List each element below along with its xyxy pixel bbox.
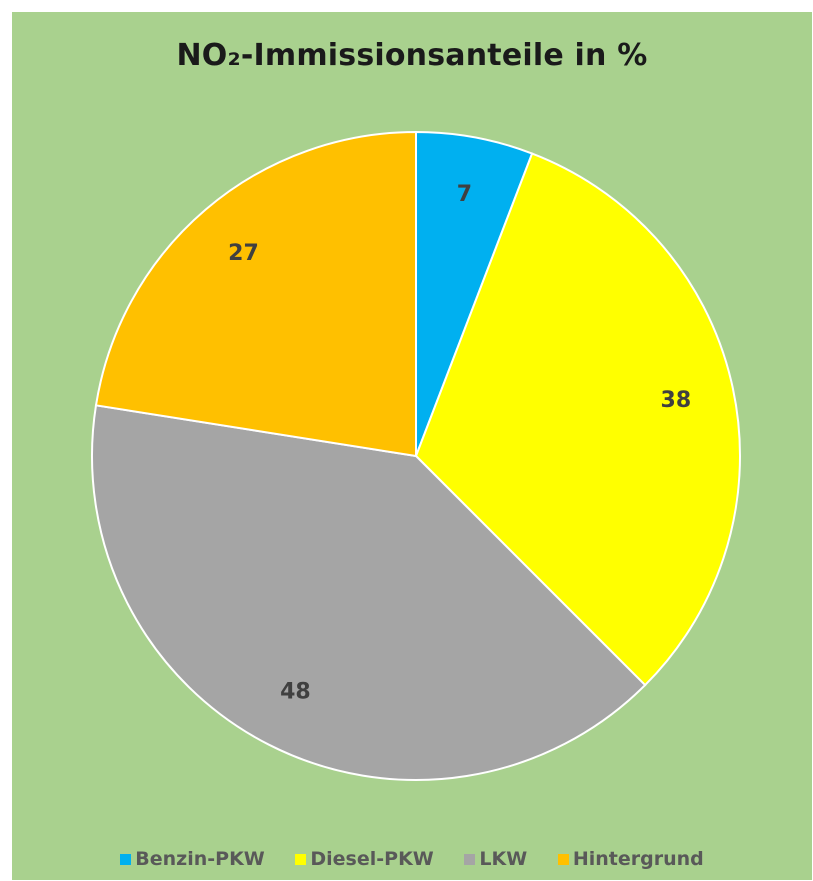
data-label-hintergrund: 27	[228, 241, 259, 266]
legend-swatch-diesel-pkw	[295, 854, 307, 865]
data-label-diesel-pkw: 38	[661, 388, 692, 413]
legend-swatch-benzin-pkw	[120, 854, 132, 865]
data-label-benzin-pkw: 7	[457, 182, 472, 207]
legend-swatch-hintergrund	[557, 854, 569, 865]
legend-item-benzin-pkw: Benzin-PKW	[120, 848, 265, 870]
pie-slice-hintergrund	[94, 130, 417, 458]
legend-label-diesel-pkw: Diesel-PKW	[310, 848, 434, 870]
legend: Benzin-PKW Diesel-PKW LKW Hintergrund	[12, 848, 812, 870]
legend-swatch-lkw	[464, 854, 476, 865]
data-label-lkw: 48	[280, 680, 311, 705]
pie-chart: 7 38 48 27	[91, 130, 741, 781]
chart-title: NO₂-Immissionsanteile in %	[176, 38, 648, 73]
legend-item-hintergrund: Hintergrund	[557, 848, 704, 870]
legend-item-lkw: LKW	[464, 848, 527, 870]
legend-label-lkw: LKW	[479, 848, 528, 870]
chart-area: NO₂-Immissionsanteile in % 7 38 48 27 Benzi…	[12, 12, 812, 880]
pie-slice-diesel-pkw	[414, 152, 741, 687]
legend-label-hintergrund: Hintergrund	[572, 848, 704, 870]
pie-slice-lkw	[91, 404, 647, 781]
legend-item-diesel-pkw: Diesel-PKW	[295, 848, 434, 870]
legend-label-benzin-pkw: Benzin-PKW	[135, 848, 265, 870]
